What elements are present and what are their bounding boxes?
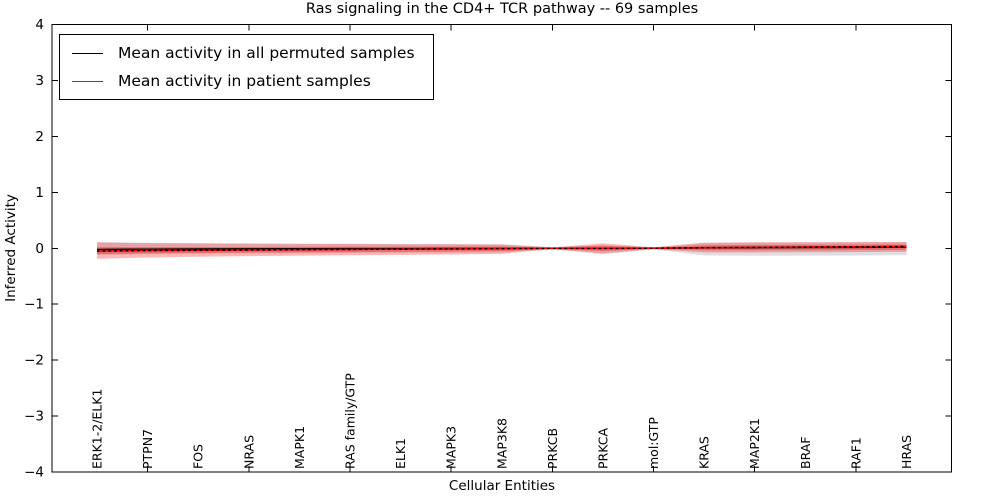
y-tick-label: 4: [35, 17, 44, 33]
legend: Mean activity in all permuted samples Me…: [59, 34, 434, 100]
x-category-label: MAPK1: [292, 426, 307, 469]
legend-line-sample-permuted: [72, 52, 103, 54]
y-tick-label: 3: [35, 73, 44, 89]
y-tick-label: −4: [24, 465, 44, 481]
band-patient-std-band: [97, 241, 907, 259]
x-category-label: MAPK3: [444, 426, 459, 469]
x-category-label: mol:GTP: [646, 417, 661, 469]
y-tick-label: −2: [24, 353, 44, 369]
x-category-label: ELK1: [393, 438, 408, 469]
x-category-label: PRKCA: [595, 428, 610, 469]
x-category-label: HRAS: [899, 435, 914, 469]
y-tick-label: −3: [24, 409, 44, 425]
x-category-label: NRAS: [241, 435, 256, 469]
legend-label-permuted: Mean activity in all permuted samples: [118, 44, 415, 62]
legend-line-sample-patient: [72, 80, 103, 82]
x-category-label: KRAS: [697, 436, 712, 469]
y-tick-label: 2: [35, 129, 44, 145]
y-tick-label: −1: [24, 297, 44, 313]
chart-title: Ras signaling in the CD4+ TCR pathway --…: [305, 1, 699, 17]
x-category-label: PRKCB: [545, 428, 560, 469]
legend-item-permuted: Mean activity in all permuted samples: [72, 40, 415, 66]
x-category-label: FOS: [191, 444, 206, 469]
x-category-label: RAS family/GTP: [342, 373, 357, 469]
x-category-label: BRAF: [798, 437, 813, 470]
y-tick-label: 0: [35, 241, 44, 257]
legend-label-patient: Mean activity in patient samples: [118, 72, 371, 90]
x-category-label: RAF1: [848, 437, 863, 469]
x-category-label: MAP2K1: [747, 418, 762, 469]
x-category-label: MAP3K8: [494, 418, 509, 469]
x-category-label: PTPN7: [140, 429, 155, 469]
x-axis-label: Cellular Entities: [448, 478, 556, 494]
x-category-label: ERK1-2/ELK1: [90, 389, 105, 469]
legend-item-patient: Mean activity in patient samples: [72, 68, 415, 94]
y-tick-label: 1: [35, 185, 44, 201]
line-dashed-overlay: [97, 245, 907, 252]
